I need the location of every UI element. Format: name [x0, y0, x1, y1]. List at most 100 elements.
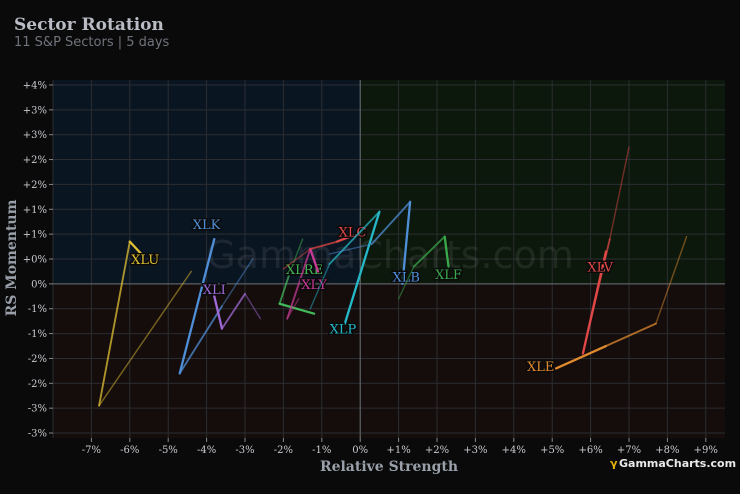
trail-segment: [213, 295, 224, 330]
sector-xlc: XLC: [282, 224, 368, 270]
y-tick-label: +1%: [23, 205, 47, 216]
trail-segment: [343, 210, 381, 325]
x-tick-label: +5%: [540, 445, 564, 456]
sector-xle: XLE: [525, 235, 688, 376]
x-tick-label: -1%: [312, 445, 331, 456]
y-tick-label: +2%: [23, 155, 47, 166]
y-tick-label: -1%: [28, 329, 47, 340]
x-tick-label: +3%: [463, 445, 487, 456]
x-tick-label: -5%: [159, 445, 178, 456]
y-tick-label: -2%: [28, 354, 47, 365]
trail-segment: [221, 258, 254, 307]
trail-segment: [178, 237, 216, 375]
gamma-logo-icon: γ: [610, 457, 618, 470]
y-tick-label: +1%: [23, 230, 47, 241]
y-tick-label: -2%: [28, 379, 47, 390]
brand-name: GammaCharts.com: [619, 457, 736, 470]
y-tick-labels: +4% +3% +3% +2% +2% +1% +1% +0% 0% -1% -1% -2% -2% -3…: [23, 80, 53, 440]
watermark-text: GammaCharts.com: [206, 233, 574, 277]
sector-xlu: XLU: [98, 240, 192, 407]
chart-title: Sector Rotation: [14, 15, 164, 35]
sector-xlp: XLP: [309, 210, 381, 339]
zero-lines: [53, 80, 725, 438]
trail-segment: [309, 240, 339, 250]
x-tick-label: +7%: [617, 445, 641, 456]
x-tick-label: +6%: [578, 445, 602, 456]
trail-segment: [278, 302, 316, 315]
y-tick-label: +2%: [23, 180, 47, 191]
trail-segment: [443, 235, 450, 268]
x-tick-label: +2%: [425, 445, 449, 456]
quadrant-weakening: [360, 283, 725, 438]
trail-segment: [413, 235, 446, 268]
trail-segment: [290, 238, 304, 270]
chart-subtitle: 11 S&P Sectors | 5 days: [14, 35, 170, 50]
sector-label: XLB: [393, 270, 420, 285]
sector-label: XLI: [203, 283, 226, 298]
trail-segment: [244, 293, 262, 320]
x-tick-label: -7%: [82, 445, 101, 456]
trail-segment: [609, 146, 630, 240]
trail-segment: [178, 305, 223, 375]
trail-segment: [328, 210, 381, 265]
trail-segment: [309, 263, 331, 310]
sector-xli: XLI: [201, 281, 262, 330]
x-tick-label: +8%: [655, 445, 679, 456]
sector-label: XLV: [587, 260, 613, 275]
y-tick-label: +3%: [23, 130, 47, 141]
sector-label: XLF: [435, 268, 462, 283]
x-tick-label: -2%: [274, 445, 293, 456]
y-tick-label: -3%: [28, 429, 47, 440]
y-tick-label: +0%: [23, 255, 47, 266]
trail-segment: [397, 265, 415, 300]
x-tick-label: 0%: [352, 445, 368, 456]
x-axis-label: Relative Strength: [320, 459, 458, 475]
trail-segment: [554, 344, 608, 370]
sector-xlk: XLK: [178, 217, 254, 375]
y-tick-label: +3%: [23, 105, 47, 116]
y-tick-label: 0%: [31, 279, 47, 290]
sector-label: XLY: [301, 278, 327, 293]
x-tick-label: -3%: [235, 445, 254, 456]
trail-segment: [309, 247, 320, 273]
sector-label: XLU: [131, 253, 159, 268]
trail-segment: [278, 268, 293, 305]
x-tick-label: +4%: [502, 445, 526, 456]
sector-xlb: XLB: [328, 200, 422, 287]
sector-xlre: XLRE: [278, 238, 325, 315]
sector-label: XLE: [527, 360, 554, 375]
x-tick-label: +9%: [694, 445, 718, 456]
y-tick-label: -3%: [28, 404, 47, 415]
trail-segment: [282, 248, 311, 270]
x-tick-label: -6%: [120, 445, 139, 456]
trail-segment: [370, 200, 412, 246]
sector-label: XLP: [330, 323, 357, 338]
y-axis-label: RS Momentum: [4, 199, 20, 316]
trail-segment: [98, 240, 131, 407]
brand-logo: γ GammaCharts.com: [610, 457, 736, 470]
sector-xlf: XLF: [397, 235, 463, 300]
trail-segment: [581, 250, 608, 355]
x-tick-labels: -7% -6% -5% -4% -3% -2% -1% 0% +1% +2% +3% +4% +5% +6…: [82, 438, 718, 456]
trail-segment: [286, 248, 312, 320]
sector-xly: XLY: [286, 247, 329, 320]
sector-xlv: XLV: [581, 146, 630, 355]
sector-label: XLRE: [286, 263, 323, 278]
trail-segment: [328, 243, 373, 255]
trail-segment: [221, 292, 246, 330]
trail-segment: [128, 240, 143, 256]
sector-label: XLK: [193, 218, 221, 233]
trail-segment: [605, 322, 657, 347]
quadrant-leading: [360, 80, 725, 284]
x-tick-label: -4%: [197, 445, 216, 456]
trail-segment: [98, 270, 192, 407]
trail-segment: [401, 200, 412, 286]
sector-label: XLC: [339, 226, 367, 241]
trail-segment: [336, 232, 358, 243]
trail-segment: [655, 235, 688, 325]
x-tick-label: +1%: [386, 445, 410, 456]
y-tick-label: +4%: [23, 80, 47, 91]
y-tick-label: -1%: [28, 304, 47, 315]
